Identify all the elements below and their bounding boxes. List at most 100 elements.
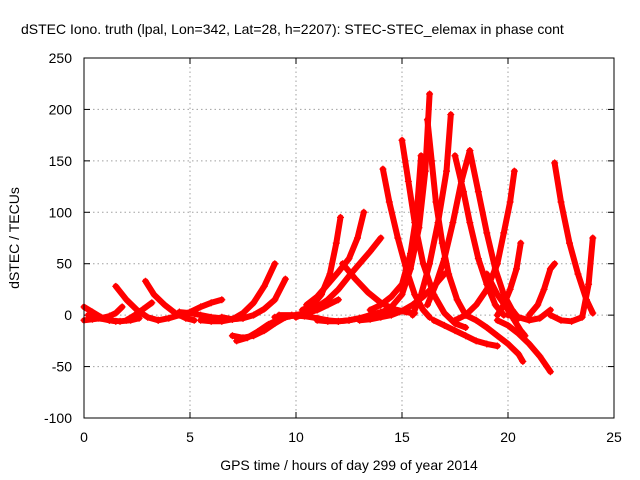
data-point xyxy=(313,303,321,311)
y-tick-label: -100 xyxy=(44,410,72,426)
data-point xyxy=(423,301,431,309)
data-point xyxy=(510,167,518,175)
data-point xyxy=(324,317,332,325)
data-point xyxy=(474,255,482,263)
data-point xyxy=(525,340,533,348)
series-trace xyxy=(123,299,155,324)
data-point xyxy=(324,296,332,304)
data-point xyxy=(432,280,440,288)
data-point xyxy=(519,357,527,365)
data-point xyxy=(148,299,156,307)
data-point xyxy=(466,147,474,155)
data-point xyxy=(394,234,402,242)
data-point xyxy=(423,116,431,124)
series-15 xyxy=(303,208,368,309)
y-tick-label: 150 xyxy=(49,153,73,169)
data-point xyxy=(360,208,368,216)
data-point xyxy=(512,265,520,273)
data-point xyxy=(197,303,205,311)
data-point xyxy=(515,330,523,338)
data-point xyxy=(271,260,279,268)
series-34 xyxy=(493,316,554,376)
data-point xyxy=(404,177,412,185)
data-point xyxy=(417,291,425,299)
axis-ticks xyxy=(83,57,615,419)
data-point xyxy=(154,316,162,324)
data-point xyxy=(493,316,501,324)
y-tick-labels: -100 -50 0 50 100 150 200 250 xyxy=(44,50,72,426)
data-point xyxy=(451,327,459,335)
data-point xyxy=(118,303,126,311)
data-point xyxy=(557,198,565,206)
data-point xyxy=(462,332,470,340)
data-point xyxy=(525,311,533,319)
x-tick-labels: 0 5 10 15 20 25 xyxy=(80,429,622,445)
series-trace xyxy=(547,235,596,325)
data-point xyxy=(161,301,169,309)
data-point xyxy=(419,260,427,268)
data-point xyxy=(534,301,542,309)
data-point xyxy=(165,314,173,322)
data-point xyxy=(105,316,113,324)
data-point xyxy=(428,157,436,165)
data-point xyxy=(493,291,501,299)
data-point xyxy=(483,229,491,237)
data-point xyxy=(239,314,247,322)
data-point xyxy=(186,309,194,317)
series-5 xyxy=(141,277,198,324)
data-point xyxy=(440,255,448,263)
y-tick-label: 50 xyxy=(56,256,72,272)
data-point xyxy=(506,285,514,293)
data-point xyxy=(438,239,446,247)
data-point xyxy=(426,90,434,98)
data-point xyxy=(546,368,554,376)
data-point xyxy=(589,234,597,242)
data-point xyxy=(515,350,523,358)
y-tick-label: 200 xyxy=(49,101,73,117)
data-point xyxy=(387,311,395,319)
series-38 xyxy=(546,234,597,325)
data-point xyxy=(334,317,342,325)
series-33 xyxy=(493,239,525,319)
data-point xyxy=(139,305,147,313)
data-point xyxy=(228,332,236,340)
x-tick-label: 20 xyxy=(500,429,516,445)
data-point xyxy=(546,265,554,273)
data-point xyxy=(411,291,419,299)
data-point xyxy=(228,315,236,323)
data-point xyxy=(426,260,434,268)
data-point xyxy=(406,265,414,273)
data-point xyxy=(339,260,347,268)
data-point xyxy=(540,285,548,293)
data-point xyxy=(398,136,406,144)
data-point xyxy=(122,296,130,304)
data-point xyxy=(568,317,576,325)
data-point xyxy=(345,255,353,263)
data-point xyxy=(207,299,215,307)
data-point xyxy=(112,282,120,290)
y-axis-label: dSTEC / TECUs xyxy=(6,187,22,289)
data-point xyxy=(218,313,226,321)
data-point xyxy=(351,275,359,283)
data-point xyxy=(326,270,334,278)
data-point xyxy=(421,167,429,175)
data-point xyxy=(345,316,353,324)
data-point xyxy=(387,303,395,311)
data-point xyxy=(366,306,374,314)
data-point xyxy=(334,296,342,304)
data-point xyxy=(483,323,491,331)
data-point xyxy=(313,293,321,301)
data-point xyxy=(84,311,92,319)
data-point xyxy=(565,239,573,247)
data-point xyxy=(536,352,544,360)
data-point xyxy=(419,306,427,314)
data-point xyxy=(440,309,448,317)
data-point xyxy=(434,219,442,227)
data-point xyxy=(275,311,283,319)
data-point xyxy=(551,159,559,167)
data-point xyxy=(466,219,474,227)
y-tick-label: 0 xyxy=(64,307,72,323)
data-point xyxy=(377,301,385,309)
data-point xyxy=(366,315,374,323)
